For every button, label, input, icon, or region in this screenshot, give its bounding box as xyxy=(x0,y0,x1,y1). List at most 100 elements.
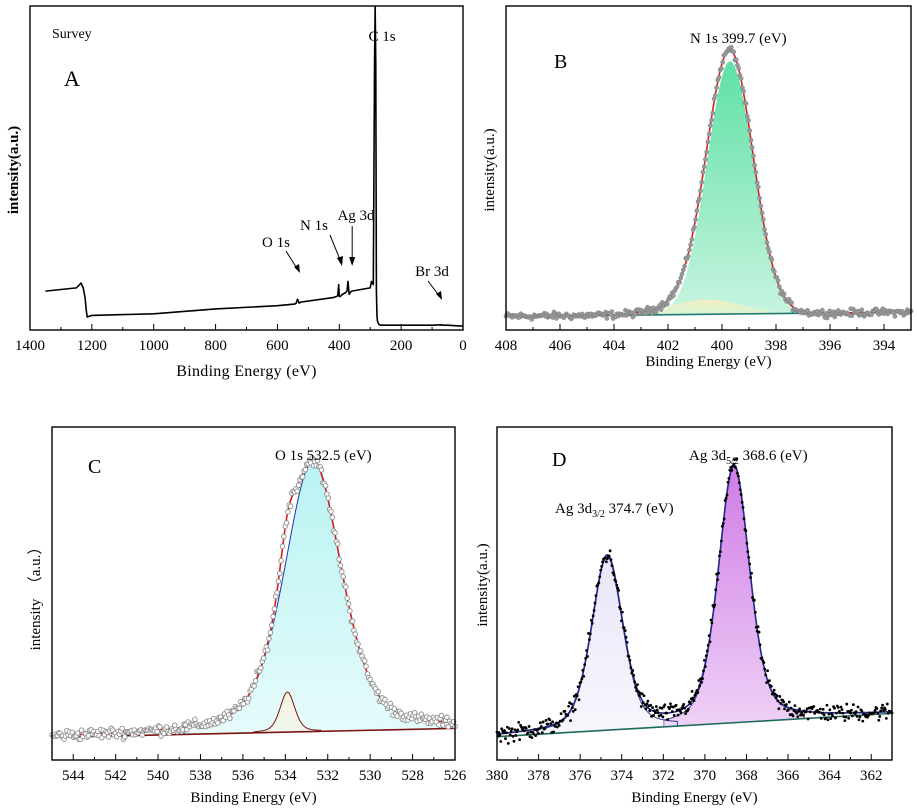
data-point xyxy=(444,714,450,721)
data-point xyxy=(698,188,703,193)
panel-d-component-peak-1 xyxy=(663,465,805,728)
data-point xyxy=(884,708,887,711)
data-point xyxy=(709,618,713,622)
data-point xyxy=(661,715,665,719)
data-point xyxy=(563,709,567,713)
data-point xyxy=(747,556,751,559)
data-point xyxy=(363,663,369,670)
data-point xyxy=(745,541,749,545)
data-point xyxy=(806,717,810,721)
data-point xyxy=(605,557,609,561)
data-point xyxy=(768,679,771,683)
data-point xyxy=(779,288,785,294)
data-point xyxy=(727,476,731,480)
data-point xyxy=(703,665,707,668)
data-point xyxy=(527,725,531,728)
survey-spectrum-line xyxy=(45,5,464,327)
data-point xyxy=(653,709,656,713)
data-point xyxy=(760,217,766,222)
panel-a: 1400 1200 1000 800 600 400 200 0 Survey A Binding … xyxy=(6,5,467,380)
data-point xyxy=(751,153,756,159)
peak-annotation-n1s: N 1s xyxy=(300,218,328,234)
data-point xyxy=(723,499,727,502)
panel-d-tick-label: 380 xyxy=(486,768,509,784)
data-point xyxy=(706,131,712,137)
data-point xyxy=(849,313,855,319)
data-point xyxy=(604,316,610,321)
data-point xyxy=(154,728,160,735)
data-point xyxy=(812,705,816,708)
data-point xyxy=(271,606,278,612)
panel-c-tick-label: 526 xyxy=(444,768,467,784)
data-point xyxy=(585,649,588,652)
panel-b-tick-label: 408 xyxy=(495,338,518,354)
data-point xyxy=(785,703,788,706)
data-point xyxy=(781,291,787,297)
data-point xyxy=(345,601,352,607)
data-point xyxy=(731,49,737,55)
panel-d-tick-label: 374 xyxy=(610,768,633,784)
data-point xyxy=(716,578,719,582)
data-point xyxy=(818,707,822,711)
data-point xyxy=(541,720,545,724)
data-point xyxy=(561,718,565,722)
br3d-arrowhead xyxy=(436,291,442,300)
data-point xyxy=(637,694,641,697)
panel-b-y-axis-label: intensity(a.u.) xyxy=(482,128,498,211)
data-point xyxy=(735,457,738,461)
data-point xyxy=(756,625,760,629)
data-point xyxy=(299,474,306,480)
data-point xyxy=(328,508,334,515)
data-point xyxy=(594,594,598,598)
data-point xyxy=(499,740,503,743)
data-point xyxy=(538,727,541,730)
data-point xyxy=(709,117,714,123)
data-point xyxy=(623,629,627,632)
data-point xyxy=(622,626,626,630)
data-point xyxy=(800,711,803,714)
data-point xyxy=(672,713,676,717)
data-point xyxy=(724,496,728,500)
data-point xyxy=(559,712,563,716)
data-point xyxy=(634,685,637,689)
data-point xyxy=(512,739,516,743)
data-point xyxy=(831,714,835,718)
data-point xyxy=(688,242,693,248)
data-point xyxy=(783,707,786,711)
data-point xyxy=(497,731,501,734)
data-point xyxy=(119,725,125,732)
data-point xyxy=(526,731,530,735)
data-point xyxy=(590,621,594,625)
data-point xyxy=(575,694,579,698)
data-point xyxy=(551,720,555,724)
data-point xyxy=(651,706,654,709)
data-point xyxy=(544,718,548,722)
data-point xyxy=(869,312,874,317)
data-point xyxy=(697,679,701,682)
data-point xyxy=(668,707,671,711)
data-point xyxy=(644,707,648,711)
data-point xyxy=(859,307,865,313)
data-point xyxy=(728,44,734,50)
data-point xyxy=(382,696,388,703)
data-point xyxy=(689,237,695,242)
data-point xyxy=(274,589,280,596)
data-point xyxy=(309,455,315,461)
data-point xyxy=(504,737,507,740)
panel-d-peak-label-3d52: Ag 3d5/2 368.6 (eV) xyxy=(689,448,808,467)
data-point xyxy=(343,584,349,590)
data-point xyxy=(347,608,353,614)
data-point xyxy=(625,640,629,644)
data-point xyxy=(843,719,847,723)
data-point xyxy=(778,695,782,698)
data-point xyxy=(592,609,596,612)
panel-a-tick-label: 400 xyxy=(328,338,351,354)
data-point xyxy=(793,704,797,708)
data-point xyxy=(718,554,721,558)
panel-a-tick-label: 1000 xyxy=(139,338,169,354)
data-point xyxy=(275,578,282,585)
data-point xyxy=(730,469,734,472)
data-point xyxy=(760,656,764,660)
data-point xyxy=(775,694,779,698)
